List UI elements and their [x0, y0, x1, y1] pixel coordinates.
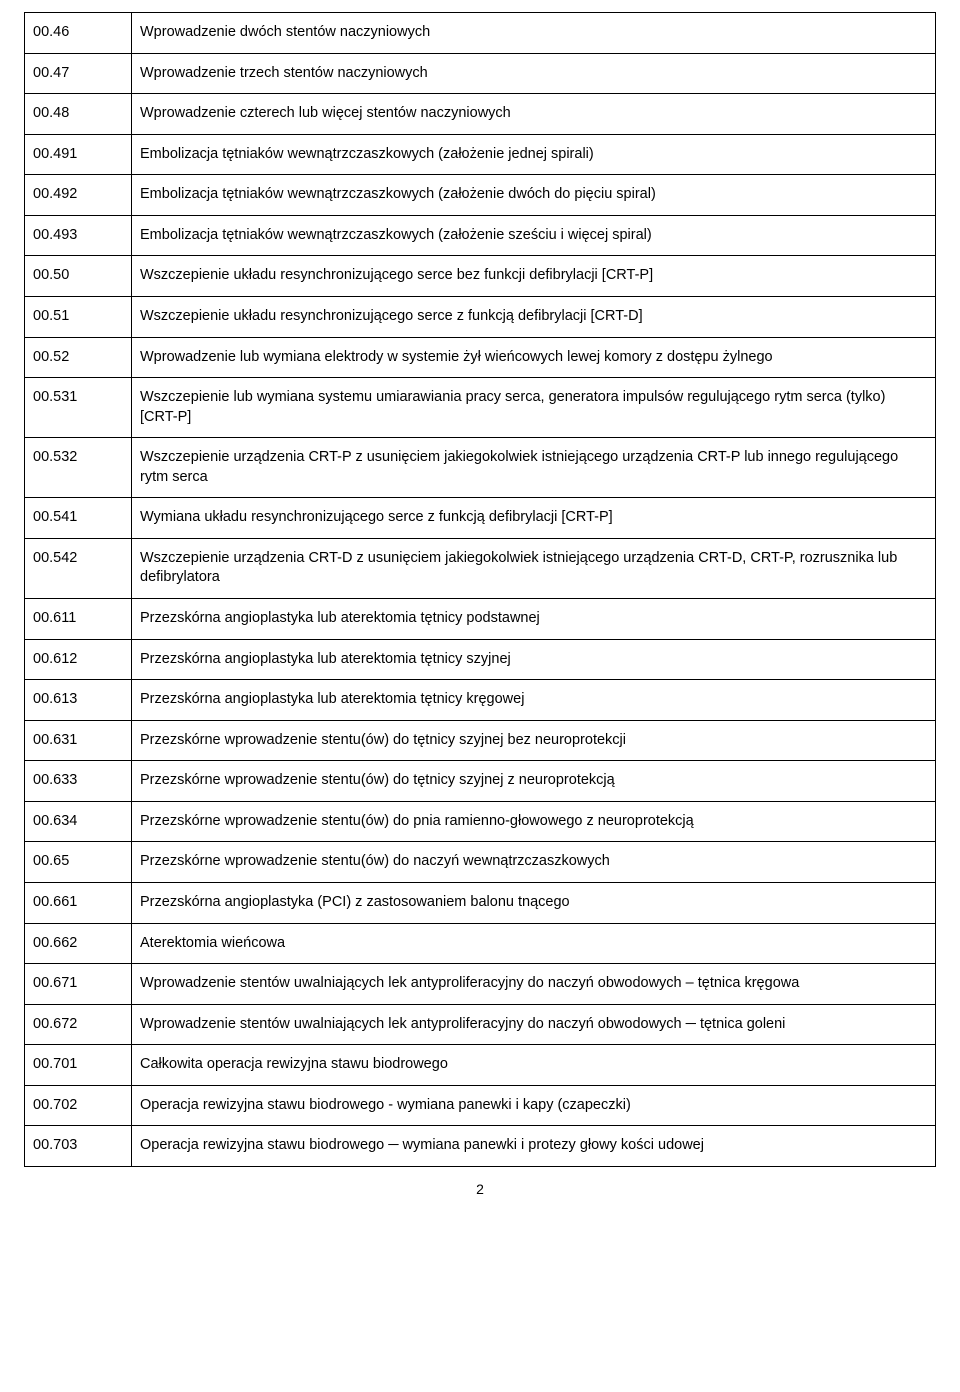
table-row: 00.47Wprowadzenie trzech stentów naczyni…	[25, 53, 936, 94]
procedure-description: Wprowadzenie czterech lub więcej stentów…	[132, 94, 936, 135]
table-row: 00.703Operacja rewizyjna stawu biodroweg…	[25, 1126, 936, 1167]
table-row: 00.52Wprowadzenie lub wymiana elektrody …	[25, 337, 936, 378]
procedure-description: Całkowita operacja rewizyjna stawu biodr…	[132, 1045, 936, 1086]
procedure-code: 00.491	[25, 134, 132, 175]
procedure-description: Wymiana układu resynchronizującego serce…	[132, 498, 936, 539]
procedure-description: Operacja rewizyjna stawu biodrowego - wy…	[132, 1085, 936, 1126]
table-row: 00.662Aterektomia wieńcowa	[25, 923, 936, 964]
procedures-table: 00.46Wprowadzenie dwóch stentów naczynio…	[24, 12, 936, 1167]
procedure-description: Przezskórna angioplastyka lub aterektomi…	[132, 639, 936, 680]
table-row: 00.542Wszczepienie urządzenia CRT-D z us…	[25, 538, 936, 598]
procedure-code: 00.613	[25, 680, 132, 721]
procedure-code: 00.51	[25, 296, 132, 337]
table-row: 00.46Wprowadzenie dwóch stentów naczynio…	[25, 13, 936, 54]
table-row: 00.541Wymiana układu resynchronizującego…	[25, 498, 936, 539]
table-row: 00.702Operacja rewizyjna stawu biodroweg…	[25, 1085, 936, 1126]
procedure-code: 00.634	[25, 801, 132, 842]
table-row: 00.612 Przezskórna angioplastyka lub ate…	[25, 639, 936, 680]
procedure-code: 00.532	[25, 438, 132, 498]
table-row: 00.531Wszczepienie lub wymiana systemu u…	[25, 378, 936, 438]
procedure-description: Wszczepienie układu resynchronizującego …	[132, 256, 936, 297]
procedure-description: Przezskórne wprowadzenie stentu(ów) do t…	[132, 761, 936, 802]
table-row: 00.493Embolizacja tętniaków wewnątrzczas…	[25, 215, 936, 256]
procedure-code: 00.52	[25, 337, 132, 378]
procedures-tbody: 00.46Wprowadzenie dwóch stentów naczynio…	[25, 13, 936, 1167]
table-row: 00.491Embolizacja tętniaków wewnątrzczas…	[25, 134, 936, 175]
procedure-description: Operacja rewizyjna stawu biodrowego ─ wy…	[132, 1126, 936, 1167]
procedure-description: Przezskórne wprowadzenie stentu(ów) do n…	[132, 842, 936, 883]
table-row: 00.65Przezskórne wprowadzenie stentu(ów)…	[25, 842, 936, 883]
procedure-description: Wprowadzenie dwóch stentów naczyniowych	[132, 13, 936, 54]
table-row: 00.48Wprowadzenie czterech lub więcej st…	[25, 94, 936, 135]
table-row: 00.631Przezskórne wprowadzenie stentu(ów…	[25, 720, 936, 761]
table-row: 00.613 Przezskórna angioplastyka lub ate…	[25, 680, 936, 721]
table-row: 00.51Wszczepienie układu resynchronizują…	[25, 296, 936, 337]
procedure-code: 00.612	[25, 639, 132, 680]
procedure-code: 00.631	[25, 720, 132, 761]
procedure-code: 00.541	[25, 498, 132, 539]
procedure-description: Embolizacja tętniaków wewnątrzczaszkowyc…	[132, 175, 936, 216]
procedure-description: Przezskórne wprowadzenie stentu(ów) do p…	[132, 801, 936, 842]
procedure-code: 00.702	[25, 1085, 132, 1126]
table-row: 00.633Przezskórne wprowadzenie stentu(ów…	[25, 761, 936, 802]
procedure-description: Przezskórna angioplastyka lub aterektomi…	[132, 599, 936, 640]
procedure-description: Wszczepienie urządzenia CRT-D z usunięci…	[132, 538, 936, 598]
procedure-description: Przezskórna angioplastyka lub aterektomi…	[132, 680, 936, 721]
table-row: 00.532Wszczepienie urządzenia CRT-P z us…	[25, 438, 936, 498]
procedure-description: Wprowadzenie trzech stentów naczyniowych	[132, 53, 936, 94]
procedure-code: 00.701	[25, 1045, 132, 1086]
procedure-code: 00.661	[25, 882, 132, 923]
procedure-code: 00.48	[25, 94, 132, 135]
procedure-description: Wprowadzenie stentów uwalniających lek a…	[132, 1004, 936, 1045]
table-row: 00.50Wszczepienie układu resynchronizują…	[25, 256, 936, 297]
procedure-code: 00.611	[25, 599, 132, 640]
procedure-description: Wszczepienie urządzenia CRT-P z usunięci…	[132, 438, 936, 498]
table-row: 00.672Wprowadzenie stentów uwalniających…	[25, 1004, 936, 1045]
procedure-code: 00.703	[25, 1126, 132, 1167]
procedure-code: 00.662	[25, 923, 132, 964]
procedure-code: 00.672	[25, 1004, 132, 1045]
procedure-code: 00.65	[25, 842, 132, 883]
procedure-code: 00.542	[25, 538, 132, 598]
document-page: 00.46Wprowadzenie dwóch stentów naczynio…	[0, 0, 960, 1221]
table-row: 00.634Przezskórne wprowadzenie stentu(ów…	[25, 801, 936, 842]
table-row: 00.671Wprowadzenie stentów uwalniających…	[25, 964, 936, 1005]
procedure-description: Wprowadzenie stentów uwalniających lek a…	[132, 964, 936, 1005]
procedure-code: 00.47	[25, 53, 132, 94]
procedure-code: 00.50	[25, 256, 132, 297]
table-row: 00.701Całkowita operacja rewizyjna stawu…	[25, 1045, 936, 1086]
procedure-description: Wszczepienie lub wymiana systemu umiaraw…	[132, 378, 936, 438]
procedure-description: Aterektomia wieńcowa	[132, 923, 936, 964]
procedure-description: Przezskórne wprowadzenie stentu(ów) do t…	[132, 720, 936, 761]
procedure-description: Wszczepienie układu resynchronizującego …	[132, 296, 936, 337]
procedure-code: 00.633	[25, 761, 132, 802]
procedure-description: Przezskórna angioplastyka (PCI) z zastos…	[132, 882, 936, 923]
procedure-code: 00.492	[25, 175, 132, 216]
procedure-description: Embolizacja tętniaków wewnątrzczaszkowyc…	[132, 134, 936, 175]
table-row: 00.661Przezskórna angioplastyka (PCI) z …	[25, 882, 936, 923]
table-row: 00.611 Przezskórna angioplastyka lub ate…	[25, 599, 936, 640]
procedure-code: 00.671	[25, 964, 132, 1005]
procedure-code: 00.493	[25, 215, 132, 256]
procedure-description: Wprowadzenie lub wymiana elektrody w sys…	[132, 337, 936, 378]
procedure-code: 00.531	[25, 378, 132, 438]
page-number: 2	[24, 1181, 936, 1197]
procedure-code: 00.46	[25, 13, 132, 54]
procedure-description: Embolizacja tętniaków wewnątrzczaszkowyc…	[132, 215, 936, 256]
table-row: 00.492Embolizacja tętniaków wewnątrzczas…	[25, 175, 936, 216]
